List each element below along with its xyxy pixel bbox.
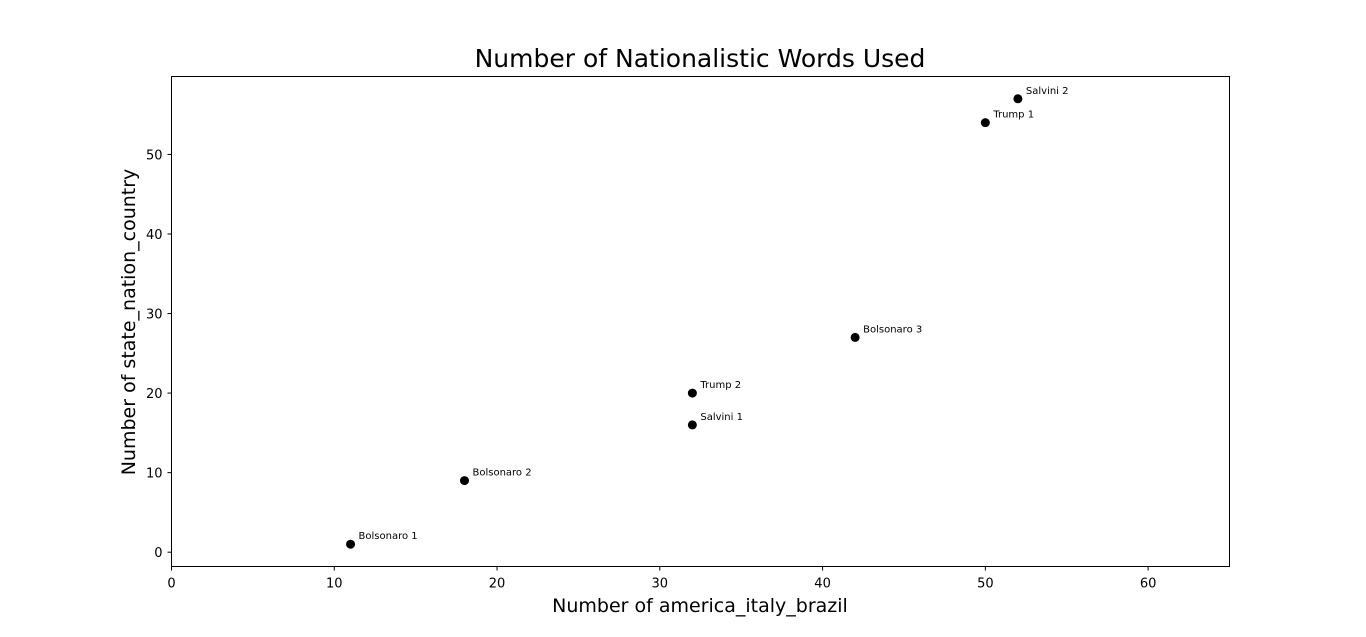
x-tick-label: 40 <box>814 577 831 592</box>
point-label: Bolsonaro 3 <box>863 324 922 335</box>
scatter-point <box>459 476 469 486</box>
data-points: Bolsonaro 1 Bolsonaro 2 Salvini 1 Trump 2 Bo… <box>346 86 1069 549</box>
y-tick-label: 20 <box>146 387 163 402</box>
scatter-point <box>687 420 697 430</box>
scatter-point <box>687 388 697 398</box>
y-tick-label: 0 <box>154 546 162 561</box>
x-axis-label: Number of america_italy_brazil <box>552 595 848 617</box>
y-tick-label: 30 <box>146 308 163 323</box>
y-axis: 0 10 20 30 40 50 <box>146 148 172 561</box>
x-tick-label: 0 <box>167 577 175 592</box>
plot-area-frame <box>171 76 1230 567</box>
point-label: Salvini 1 <box>700 412 743 423</box>
point-label: Trump 1 <box>992 110 1034 121</box>
point-label: Bolsonaro 1 <box>359 531 418 542</box>
y-tick-label: 10 <box>146 467 163 482</box>
x-tick-label: 50 <box>977 577 994 592</box>
point-label: Bolsonaro 2 <box>472 468 531 479</box>
scatter-point <box>850 332 860 342</box>
scatter-point <box>1013 94 1023 104</box>
scatter-point <box>980 118 990 128</box>
x-tick-label: 60 <box>1140 577 1157 592</box>
point-label: Trump 2 <box>699 380 741 391</box>
y-tick-label: 50 <box>146 148 163 163</box>
x-tick-label: 20 <box>489 577 506 592</box>
x-axis: 0 10 20 30 40 50 60 <box>167 566 1157 592</box>
y-axis-label: Number of state_nation_country <box>118 169 140 476</box>
y-tick-label: 40 <box>146 228 163 243</box>
x-tick-label: 30 <box>652 577 669 592</box>
point-label: Salvini 2 <box>1026 86 1069 97</box>
chart-title: Number of Nationalistic Words Used <box>475 44 926 73</box>
x-tick-label: 10 <box>326 577 343 592</box>
scatter-point <box>346 539 356 549</box>
